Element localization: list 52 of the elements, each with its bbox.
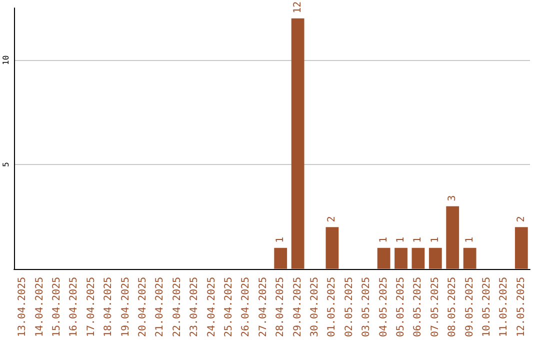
x-tick-label: 30.04.2025: [310, 276, 320, 338]
x-tick-label: 03.05.2025: [361, 276, 372, 338]
x-tick-label: 22.04.2025: [172, 276, 183, 338]
x-tick-label: 18.04.2025: [103, 276, 114, 338]
x-tick-label: 27.04.2025: [258, 276, 269, 338]
bar: [394, 248, 408, 269]
data-label: 12: [292, 1, 304, 14]
x-tick-label: 01.05.2025: [326, 276, 338, 338]
x-tick-label: 12.05.2025: [516, 276, 527, 338]
bar: [377, 248, 390, 269]
x-tick-label: 06.05.2025: [412, 276, 424, 338]
x-tick-label: 19.04.2025: [120, 276, 132, 338]
x-tick-label: 10.05.2025: [482, 276, 492, 338]
x-tick-label: 24.04.2025: [206, 276, 218, 338]
x-tick-label: 16.04.2025: [68, 276, 80, 338]
x-tick-label: 29.04.2025: [292, 276, 304, 338]
x-tick-label: 04.05.2025: [378, 276, 390, 338]
data-label: 1: [378, 236, 390, 243]
data-label: 1: [430, 236, 441, 243]
x-tick-label: 25.04.2025: [224, 276, 234, 338]
bar: [446, 206, 460, 269]
x-tick-label: 21.04.2025: [154, 276, 166, 338]
x-tick-label: 13.04.2025: [17, 276, 28, 338]
x-tick-label: 15.04.2025: [52, 276, 62, 338]
data-label: 2: [326, 216, 338, 222]
bar: [291, 18, 304, 269]
x-tick-label: 11.05.2025: [498, 276, 510, 338]
x-tick-label: 28.04.2025: [275, 276, 286, 338]
data-label: 2: [516, 216, 527, 222]
x-tick-label: 09.05.2025: [464, 276, 476, 338]
bar: [412, 248, 425, 269]
data-label: 1: [464, 236, 476, 243]
x-tick-label: 23.04.2025: [189, 276, 200, 338]
x-tick-label: 14.04.2025: [34, 276, 46, 338]
x-tick-label: 05.05.2025: [396, 276, 406, 338]
y-tick-label: 5: [2, 162, 10, 167]
x-tick-label: 20.04.2025: [138, 276, 148, 338]
x-tick-label: 26.04.2025: [240, 276, 252, 338]
data-label: 3: [447, 195, 458, 202]
bar: [463, 248, 476, 269]
x-tick-label: 02.05.2025: [344, 276, 355, 338]
data-label: 1: [412, 236, 424, 243]
bar: [428, 248, 442, 269]
x-tick-label: 17.04.2025: [86, 276, 97, 338]
x-tick-label: 07.05.2025: [430, 276, 441, 338]
data-label: 1: [275, 236, 286, 243]
y-tick-label: 10: [2, 55, 10, 65]
data-label: 1: [396, 236, 406, 243]
bar: [326, 227, 339, 269]
x-tick-label: 08.05.2025: [447, 276, 458, 338]
bar: [514, 227, 528, 269]
bar: [274, 248, 288, 269]
